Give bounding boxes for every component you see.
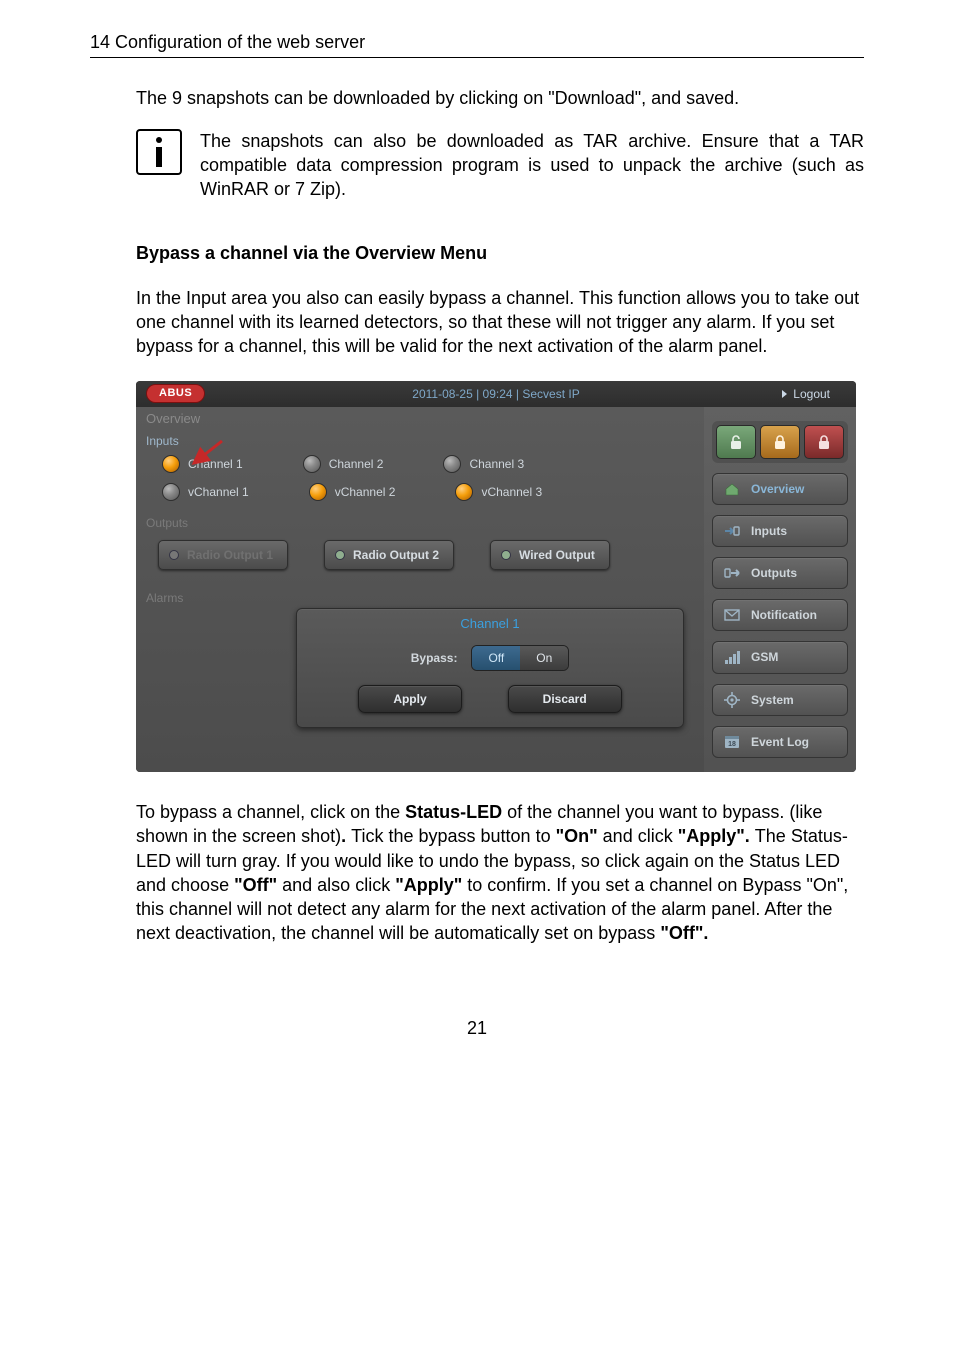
unlock-icon <box>729 434 743 450</box>
discard-button[interactable]: Discard <box>508 685 622 713</box>
radio-output-2[interactable]: Radio Output 2 <box>324 540 454 570</box>
page-header: 14 Configuration of the web server <box>90 30 864 58</box>
status-led-icon[interactable] <box>309 483 327 501</box>
channel-row-2: vChannel 1 vChannel 2 vChannel 3 <box>136 481 704 509</box>
channel-2[interactable]: Channel 2 <box>303 455 384 473</box>
intro-paragraph: The 9 snapshots can be downloaded by cli… <box>136 86 864 110</box>
screenshot-panel: ABUS 2011-08-25 | 09:24 | Secvest IP Log… <box>136 381 856 772</box>
status-led-icon[interactable] <box>455 483 473 501</box>
overview-label: Overview <box>136 407 704 428</box>
vchannel-2[interactable]: vChannel 2 <box>309 483 396 501</box>
channel-label: vChannel 1 <box>188 484 249 500</box>
vchannel-3[interactable]: vChannel 3 <box>455 483 542 501</box>
bypass-toggle[interactable]: Off On <box>471 645 569 671</box>
topbar-status: 2011-08-25 | 09:24 | Secvest IP <box>136 386 856 402</box>
bypass-intro-paragraph: In the Input area you also can easily by… <box>136 286 864 359</box>
nav-label: GSM <box>751 649 778 665</box>
page-header-text: 14 Configuration of the web server <box>90 30 864 58</box>
screenshot-topbar: ABUS 2011-08-25 | 09:24 | Secvest IP Log… <box>136 381 856 407</box>
gear-icon <box>723 692 741 708</box>
status-led-icon[interactable] <box>443 455 461 473</box>
nav-label: Notification <box>751 607 817 623</box>
channel-row-1: Channel 1 Channel 2 Channel 3 <box>136 453 704 481</box>
bypass-label: Bypass: <box>411 650 458 666</box>
bypass-card: Channel 1 Bypass: Off On Apply Discard <box>296 608 684 728</box>
home-icon <box>723 481 741 497</box>
screenshot-sidebar: Overview Inputs Outputs Notification GSM <box>704 407 856 772</box>
bypass-off[interactable]: Off <box>472 646 520 670</box>
nav-overview[interactable]: Overview <box>712 473 848 505</box>
arm-controls <box>712 421 848 463</box>
nav-label: Inputs <box>751 523 787 539</box>
bypass-card-title: Channel 1 <box>311 613 669 645</box>
mail-icon <box>723 607 741 623</box>
calendar-icon: 18 <box>723 734 741 750</box>
output-label: Radio Output 2 <box>353 547 439 563</box>
channel-1[interactable]: Channel 1 <box>162 455 243 473</box>
disarm-button[interactable] <box>716 425 756 459</box>
output-dot-icon <box>169 550 179 560</box>
page-number: 21 <box>90 1016 864 1040</box>
home-lock-icon <box>773 434 787 450</box>
output-arrow-icon <box>723 565 741 581</box>
status-led-icon[interactable] <box>303 455 321 473</box>
arm-button[interactable] <box>804 425 844 459</box>
nav-label: Outputs <box>751 565 797 581</box>
lock-icon <box>817 434 831 450</box>
wired-output[interactable]: Wired Output <box>490 540 610 570</box>
nav-label: Event Log <box>751 734 809 750</box>
outputs-row: Radio Output 1 Radio Output 2 Wired Outp… <box>136 536 704 580</box>
nav-notification[interactable]: Notification <box>712 599 848 631</box>
output-label: Radio Output 1 <box>187 547 273 563</box>
info-icon <box>136 129 182 175</box>
radio-output-1[interactable]: Radio Output 1 <box>158 540 288 570</box>
status-led-icon[interactable] <box>162 455 180 473</box>
output-dot-icon <box>501 550 511 560</box>
nav-event-log[interactable]: 18 Event Log <box>712 726 848 758</box>
input-arrow-icon <box>723 523 741 539</box>
output-dot-icon <box>335 550 345 560</box>
info-text: The snapshots can also be downloaded as … <box>200 129 864 202</box>
info-callout: The snapshots can also be downloaded as … <box>136 129 864 202</box>
nav-inputs[interactable]: Inputs <box>712 515 848 547</box>
channel-3[interactable]: Channel 3 <box>443 455 524 473</box>
bypass-on[interactable]: On <box>520 646 568 670</box>
channel-label: Channel 1 <box>188 456 243 472</box>
status-led-icon[interactable] <box>162 483 180 501</box>
nav-gsm[interactable]: GSM <box>712 641 848 673</box>
channel-label: vChannel 2 <box>335 484 396 500</box>
bypass-subheading: Bypass a channel via the Overview Menu <box>136 241 864 265</box>
part-arm-button[interactable] <box>760 425 800 459</box>
bypass-howto-paragraph: To bypass a channel, click on the Status… <box>136 800 864 946</box>
vchannel-1[interactable]: vChannel 1 <box>162 483 249 501</box>
signal-icon <box>723 650 741 666</box>
nav-outputs[interactable]: Outputs <box>712 557 848 589</box>
nav-system[interactable]: System <box>712 684 848 716</box>
inputs-label: Inputs <box>136 427 704 453</box>
alarms-label: Alarms <box>136 580 704 608</box>
output-label: Wired Output <box>519 547 595 563</box>
channel-label: Channel 2 <box>329 456 384 472</box>
channel-label: vChannel 3 <box>481 484 542 500</box>
channel-label: Channel 3 <box>469 456 524 472</box>
outputs-label: Outputs <box>136 509 704 535</box>
nav-label: System <box>751 692 794 708</box>
screenshot-main: Overview Inputs Channel 1 Channel 2 Chan… <box>136 407 704 772</box>
apply-button[interactable]: Apply <box>358 685 461 713</box>
svg-text:18: 18 <box>728 741 736 748</box>
nav-label: Overview <box>751 481 804 497</box>
